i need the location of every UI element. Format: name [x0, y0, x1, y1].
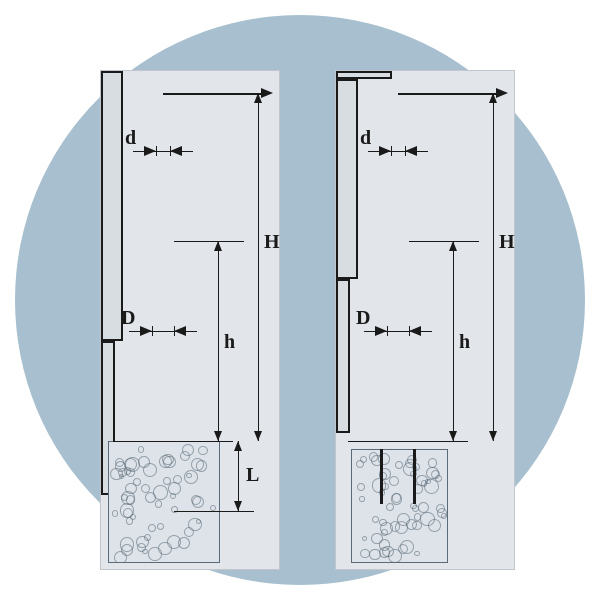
dim-d-arrow-right-right: [379, 146, 391, 156]
dim-d-line-right: [368, 151, 428, 152]
force-arrow-right: [398, 93, 498, 95]
dim-D-arrow-right-right: [375, 326, 387, 336]
label-L-left: L: [246, 464, 259, 487]
flange-plate-right: [336, 71, 392, 79]
dim-H-arrow-down-left: [254, 431, 262, 441]
dim-d-line-left: [133, 151, 193, 152]
dim-H-arrow-down-right: [489, 431, 497, 441]
dim-h-line-right: [453, 241, 454, 441]
dim-h-arrow-up-left: [214, 241, 222, 251]
dim-d-arrow-left-right: [405, 146, 417, 156]
label-D-left: D: [121, 307, 135, 330]
dim-H-line-right: [493, 93, 494, 441]
dim-d-arrow-left-left: [170, 146, 182, 156]
label-H-right: H: [499, 231, 515, 254]
anchor-bolt-right: [380, 449, 383, 504]
ground-line-right: [348, 441, 468, 442]
label-D-right: D: [356, 307, 370, 330]
label-h-left: h: [224, 331, 235, 354]
label-h-right: h: [459, 331, 470, 354]
label-d-right: d: [360, 127, 371, 150]
label-H-left: H: [264, 231, 280, 254]
concrete-foundation-right: [351, 449, 448, 563]
pole-lower-left: [101, 71, 123, 341]
left-pole-panel: d D H h L: [100, 70, 280, 570]
pole-lower-right: [336, 79, 358, 279]
dim-h-arrow-up-right: [449, 241, 457, 251]
dim-h-arrow-down-right: [449, 431, 457, 441]
force-arrowhead-left: [261, 88, 273, 98]
pole-upper-right: [336, 279, 350, 433]
dim-L-arrow-down-left: [234, 501, 242, 511]
anchor-bolt-right: [413, 449, 416, 504]
dim-D-arrow-left-left: [174, 326, 186, 336]
bottom-ref-line-left: [174, 511, 254, 512]
dim-h-arrow-down-left: [214, 431, 222, 441]
force-arrowhead-right: [496, 88, 508, 98]
dim-d-arrow-right-left: [144, 146, 156, 156]
dim-D-arrow-right-left: [140, 326, 152, 336]
dim-H-line-left: [258, 93, 259, 441]
dim-L-arrow-up-left: [234, 441, 242, 451]
concrete-foundation-left: [108, 441, 220, 563]
label-d-left: d: [125, 127, 136, 150]
ground-line-left: [113, 441, 233, 442]
diagram-stage: d D H h L: [0, 0, 600, 600]
force-arrow-left: [163, 93, 263, 95]
right-pole-panel: d D H h: [335, 70, 515, 570]
dim-H-arrow-up-right: [489, 93, 497, 103]
dim-h-line-left: [218, 241, 219, 441]
dim-D-arrow-left-right: [409, 326, 421, 336]
step-ref-line-right: [409, 241, 479, 242]
step-ref-line-left: [174, 241, 244, 242]
dim-H-arrow-up-left: [254, 93, 262, 103]
